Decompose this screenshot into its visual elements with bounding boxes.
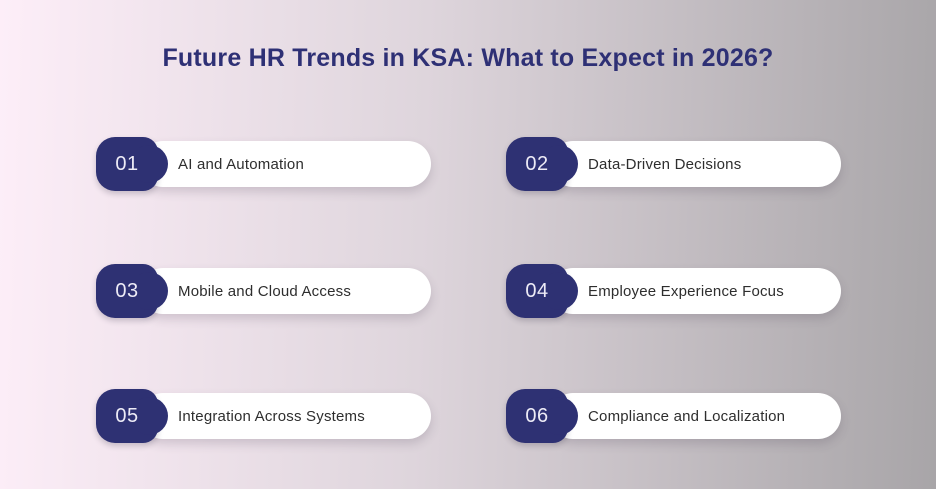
trend-item-01: AI and Automation 01 <box>96 137 436 191</box>
trend-label-pill: Mobile and Cloud Access <box>140 268 431 314</box>
trend-number-badge: 03 <box>96 264 168 318</box>
trend-item-06: Compliance and Localization 06 <box>506 389 846 443</box>
page-title: Future HR Trends in KSA: What to Expect … <box>162 44 774 72</box>
trend-number: 01 <box>115 152 139 175</box>
trend-number: 05 <box>115 404 139 427</box>
trend-number: 06 <box>525 404 549 427</box>
trend-item-04: Employee Experience Focus 04 <box>506 264 846 318</box>
trend-label-pill: Compliance and Localization <box>550 393 841 439</box>
trend-label-pill: Employee Experience Focus <box>550 268 841 314</box>
trend-label: AI and Automation <box>178 155 304 173</box>
trend-label: Data-Driven Decisions <box>588 155 742 173</box>
trend-number: 04 <box>525 279 549 302</box>
trend-number-badge: 04 <box>506 264 578 318</box>
trend-label-pill: AI and Automation <box>140 141 431 187</box>
trend-label: Employee Experience Focus <box>588 282 784 300</box>
trend-number-badge: 02 <box>506 137 578 191</box>
trend-label: Compliance and Localization <box>588 407 786 425</box>
trend-number: 03 <box>115 279 139 302</box>
trend-item-03: Mobile and Cloud Access 03 <box>96 264 436 318</box>
trend-item-05: Integration Across Systems 05 <box>96 389 436 443</box>
trend-label: Mobile and Cloud Access <box>178 282 352 300</box>
trend-label-pill: Data-Driven Decisions <box>550 141 841 187</box>
trend-label-pill: Integration Across Systems <box>140 393 431 439</box>
trend-number: 02 <box>525 152 549 175</box>
trend-number-badge: 05 <box>96 389 168 443</box>
trend-label: Integration Across Systems <box>178 407 365 425</box>
trend-number-badge: 01 <box>96 137 168 191</box>
trend-item-02: Data-Driven Decisions 02 <box>506 137 846 191</box>
trend-number-badge: 06 <box>506 389 578 443</box>
